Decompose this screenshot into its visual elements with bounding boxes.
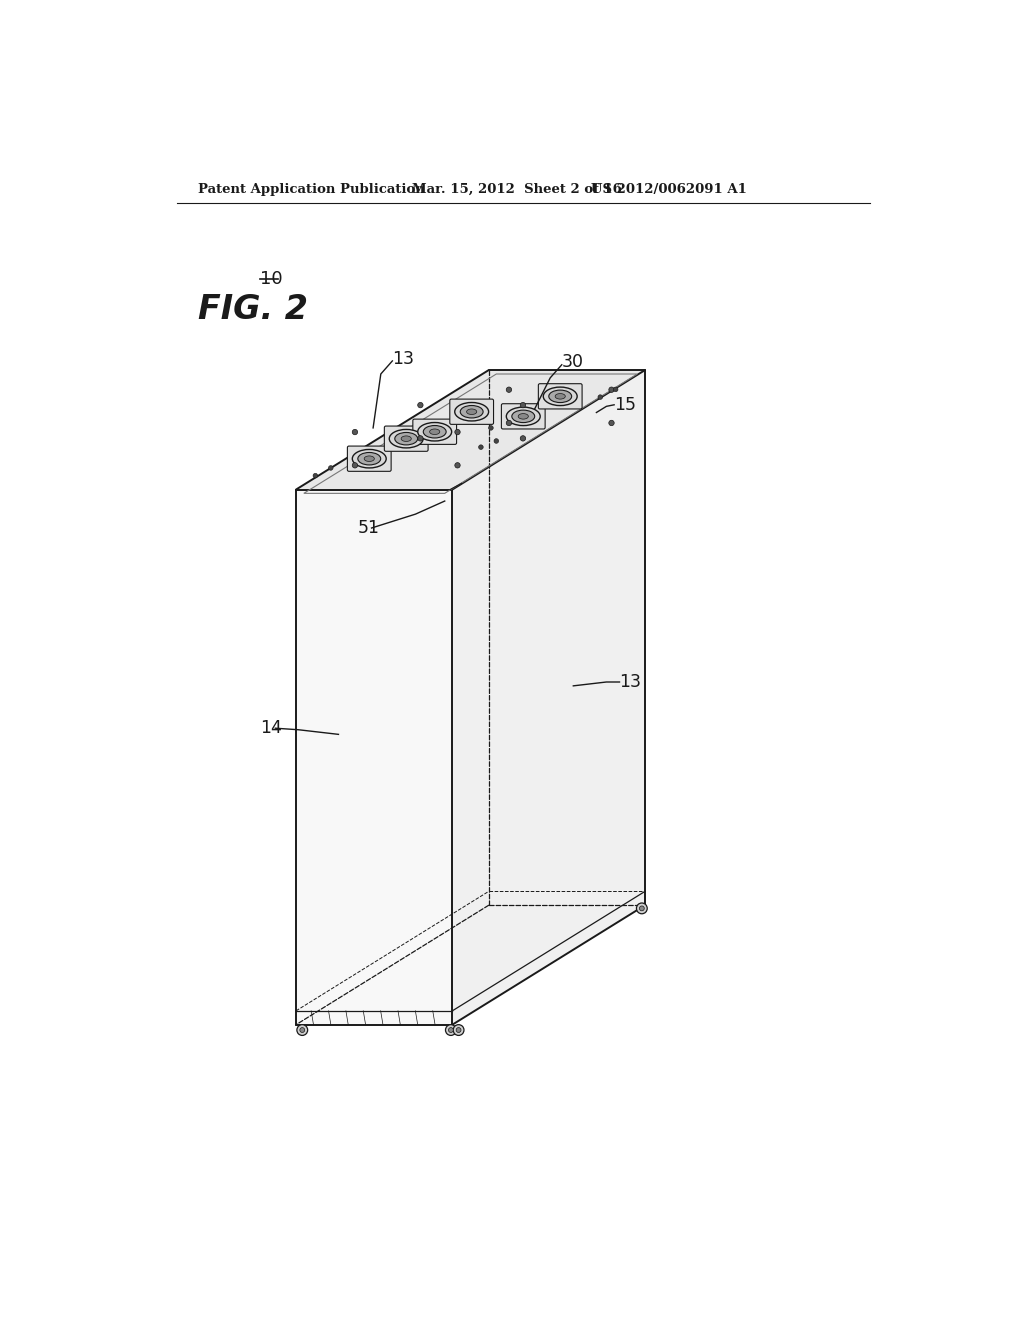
Circle shape <box>488 425 494 430</box>
Ellipse shape <box>389 429 423 447</box>
Ellipse shape <box>418 422 452 441</box>
Text: 10: 10 <box>260 271 283 288</box>
Circle shape <box>352 462 357 469</box>
Text: 13: 13 <box>392 350 415 367</box>
Ellipse shape <box>555 393 565 399</box>
Text: 15: 15 <box>614 396 636 413</box>
Ellipse shape <box>430 429 439 434</box>
FancyBboxPatch shape <box>347 446 391 471</box>
Text: Patent Application Publication: Patent Application Publication <box>199 183 425 197</box>
FancyBboxPatch shape <box>539 384 582 409</box>
Circle shape <box>455 429 460 434</box>
FancyBboxPatch shape <box>384 426 428 451</box>
Circle shape <box>637 903 647 913</box>
Ellipse shape <box>352 449 386 469</box>
Ellipse shape <box>506 407 541 425</box>
Circle shape <box>445 1024 457 1035</box>
Circle shape <box>639 906 644 911</box>
Circle shape <box>520 403 525 408</box>
Circle shape <box>329 466 333 470</box>
Ellipse shape <box>401 436 412 441</box>
Polygon shape <box>296 490 453 1024</box>
Ellipse shape <box>395 433 418 445</box>
Text: 30: 30 <box>562 354 584 371</box>
Circle shape <box>454 1024 464 1035</box>
Ellipse shape <box>544 387 578 405</box>
Circle shape <box>609 387 614 392</box>
Circle shape <box>520 436 525 441</box>
Ellipse shape <box>460 405 483 418</box>
Ellipse shape <box>423 425 446 438</box>
Ellipse shape <box>512 411 535 422</box>
Circle shape <box>455 462 460 469</box>
Text: 51: 51 <box>357 519 380 537</box>
Circle shape <box>456 1027 461 1032</box>
Ellipse shape <box>518 413 528 420</box>
Circle shape <box>506 420 512 425</box>
Ellipse shape <box>467 409 477 414</box>
Circle shape <box>418 436 423 441</box>
Ellipse shape <box>357 453 381 465</box>
Circle shape <box>609 420 614 425</box>
Polygon shape <box>296 370 645 490</box>
Circle shape <box>598 395 602 400</box>
Text: FIG. 2: FIG. 2 <box>199 293 308 326</box>
Circle shape <box>418 403 423 408</box>
Circle shape <box>613 387 617 392</box>
Text: US 2012/0062091 A1: US 2012/0062091 A1 <box>591 183 746 197</box>
Ellipse shape <box>549 391 571 403</box>
Circle shape <box>478 445 483 449</box>
Circle shape <box>297 1024 307 1035</box>
FancyBboxPatch shape <box>502 404 545 429</box>
Circle shape <box>494 438 499 444</box>
Polygon shape <box>453 370 645 1024</box>
Circle shape <box>352 429 357 434</box>
FancyBboxPatch shape <box>413 420 457 445</box>
Ellipse shape <box>365 455 375 462</box>
Text: Mar. 15, 2012  Sheet 2 of 16: Mar. 15, 2012 Sheet 2 of 16 <box>412 183 622 197</box>
Circle shape <box>300 1027 305 1032</box>
Circle shape <box>313 474 317 478</box>
Circle shape <box>506 387 512 392</box>
Circle shape <box>449 1027 454 1032</box>
FancyBboxPatch shape <box>450 399 494 424</box>
Text: 14: 14 <box>260 719 282 737</box>
Text: 13: 13 <box>620 673 641 690</box>
Ellipse shape <box>455 403 488 421</box>
